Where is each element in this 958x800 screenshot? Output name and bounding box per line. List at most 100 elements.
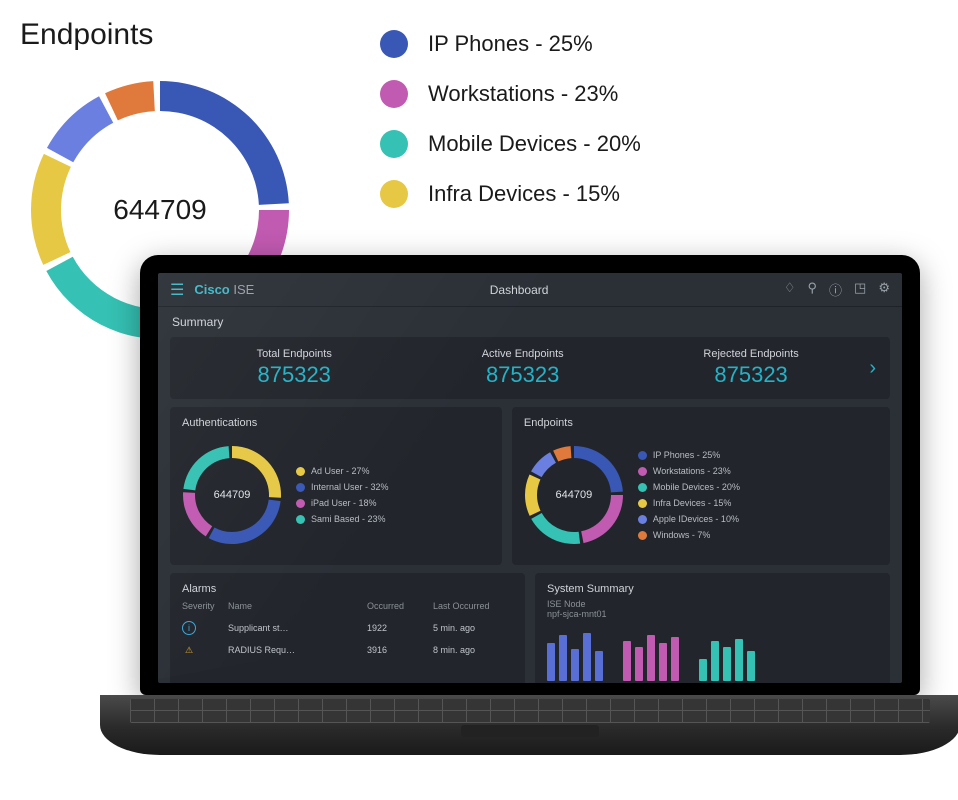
legend-dot — [638, 515, 647, 524]
alarm-occurred: 1922 — [367, 623, 427, 633]
legend-item: Workstations - 23% — [638, 466, 740, 476]
legend-dot — [638, 499, 647, 508]
summary-value: 875323 — [641, 362, 861, 388]
legend-dot — [638, 467, 647, 476]
col-name: Name — [228, 601, 361, 611]
search-icon[interactable]: ⚲ — [808, 280, 818, 299]
alarms-tile: Alarms Severity Name Occurred Last Occur… — [170, 573, 525, 683]
donut-center-value: 644709 — [524, 445, 624, 545]
legend-dot — [296, 515, 305, 524]
bar-group — [699, 639, 755, 681]
legend-item: Apple IDevices - 10% — [638, 514, 740, 524]
legend-dot — [296, 499, 305, 508]
alarm-name: Supplicant st… — [228, 623, 361, 633]
system-summary-tile: System Summary ISE Node npf-sjca-mnt01 — [535, 573, 890, 683]
legend-label: Sami Based - 23% — [311, 514, 386, 524]
legend-item: IP Phones - 25% — [638, 450, 740, 460]
bar — [583, 633, 591, 681]
bar — [595, 651, 603, 681]
dashboard-screen: ☰ Cisco ISE Dashboard ♢ ⚲ ⓘ ◳ ⚙ Summary … — [158, 273, 902, 683]
legend-label: Infra Devices - 15% — [428, 181, 620, 207]
legend-item: iPad User - 18% — [296, 498, 389, 508]
tile-title: Authentications — [182, 417, 490, 429]
legend-label: Infra Devices - 15% — [653, 498, 732, 508]
brand-secondary: ISE — [233, 282, 254, 297]
summary-active[interactable]: Active Endpoints 875323 — [412, 348, 632, 388]
summary-total[interactable]: Total Endpoints 875323 — [184, 348, 404, 388]
legend-label: Workstations - 23% — [653, 466, 731, 476]
donut-center-value: 644709 — [182, 445, 282, 545]
legend-label: IP Phones - 25% — [653, 450, 720, 460]
legend-item: Internal User - 32% — [296, 482, 389, 492]
info-icon[interactable]: ⓘ — [829, 280, 842, 299]
bar — [711, 641, 719, 681]
summary-label: Total Endpoints — [184, 348, 404, 360]
legend-dot — [638, 531, 647, 540]
legend-item: Sami Based - 23% — [296, 514, 389, 524]
col-occurred: Occurred — [367, 601, 427, 611]
system-bar-chart — [547, 631, 878, 681]
bar-group — [623, 635, 679, 681]
alarm-last: 5 min. ago — [433, 623, 513, 633]
bell-icon[interactable]: ♢ — [784, 280, 796, 299]
legend-dot — [638, 451, 647, 460]
legend-item: Infra Devices - 15% — [638, 498, 740, 508]
alarm-row[interactable]: ⚠ RADIUS Requ… 3916 8 min. ago — [182, 639, 513, 661]
col-severity: Severity — [182, 601, 222, 611]
tile-title: Alarms — [182, 583, 513, 595]
page-title: Endpoints — [20, 18, 153, 52]
endpoints-legend: IP Phones - 25% Workstations - 23% Mobile … — [380, 30, 641, 208]
bar — [559, 635, 567, 681]
authentications-tile: Authentications 644709 Ad User - 27% Inte… — [170, 407, 502, 565]
summary-label: Active Endpoints — [412, 348, 632, 360]
bar — [635, 647, 643, 681]
authentications-legend: Ad User - 27% Internal User - 32% iPad Use… — [296, 466, 389, 524]
endpoints-legend-mini: IP Phones - 25% Workstations - 23% Mobile … — [638, 450, 740, 540]
topbar: ☰ Cisco ISE Dashboard ♢ ⚲ ⓘ ◳ ⚙ — [158, 273, 902, 307]
legend-item: Workstations - 23% — [380, 80, 641, 108]
tile-title: Endpoints — [524, 417, 878, 429]
bar — [547, 643, 555, 681]
legend-label: Workstations - 23% — [428, 81, 618, 107]
summary-value: 875323 — [412, 362, 632, 388]
alarms-header: Severity Name Occurred Last Occurred — [182, 601, 513, 611]
bar — [571, 649, 579, 681]
display-icon[interactable]: ◳ — [854, 280, 866, 299]
warning-icon: ⚠ — [182, 643, 196, 657]
bar — [623, 641, 631, 681]
menu-icon[interactable]: ☰ — [170, 280, 184, 300]
laptop-base — [100, 695, 958, 755]
legend-label: iPad User - 18% — [311, 498, 377, 508]
gear-icon[interactable]: ⚙ — [878, 280, 890, 299]
legend-dot — [380, 180, 408, 208]
legend-dot — [296, 467, 305, 476]
alarm-last: 8 min. ago — [433, 645, 513, 655]
authentications-donut: 644709 — [182, 445, 282, 545]
summary-value: 875323 — [184, 362, 404, 388]
summary-rejected[interactable]: Rejected Endpoints 875323 — [641, 348, 861, 388]
legend-dot — [638, 483, 647, 492]
bar — [659, 643, 667, 681]
legend-label: Ad User - 27% — [311, 466, 370, 476]
brand-primary: Cisco — [194, 282, 229, 297]
bar — [647, 635, 655, 681]
laptop-mockup: ☰ Cisco ISE Dashboard ♢ ⚲ ⓘ ◳ ⚙ Summary … — [140, 255, 920, 755]
alarm-name: RADIUS Requ… — [228, 645, 361, 655]
tile-title: System Summary — [547, 583, 878, 595]
legend-label: Windows - 7% — [653, 530, 711, 540]
legend-label: Internal User - 32% — [311, 482, 389, 492]
legend-item: Mobile Devices - 20% — [380, 130, 641, 158]
system-subtitle: ISE Node npf-sjca-mnt01 — [547, 599, 878, 619]
alarm-occurred: 3916 — [367, 645, 427, 655]
legend-label: IP Phones - 25% — [428, 31, 593, 57]
legend-dot — [380, 80, 408, 108]
brand: Cisco ISE — [194, 282, 254, 297]
legend-item: IP Phones - 25% — [380, 30, 641, 58]
alarm-row[interactable]: iSupplicant st…19225 min. ago — [182, 617, 513, 639]
bar-group — [547, 633, 603, 681]
legend-label: Apple IDevices - 10% — [653, 514, 739, 524]
legend-item: Windows - 7% — [638, 530, 740, 540]
legend-item: Mobile Devices - 20% — [638, 482, 740, 492]
chevron-right-icon[interactable]: › — [869, 357, 876, 380]
bar — [699, 659, 707, 681]
